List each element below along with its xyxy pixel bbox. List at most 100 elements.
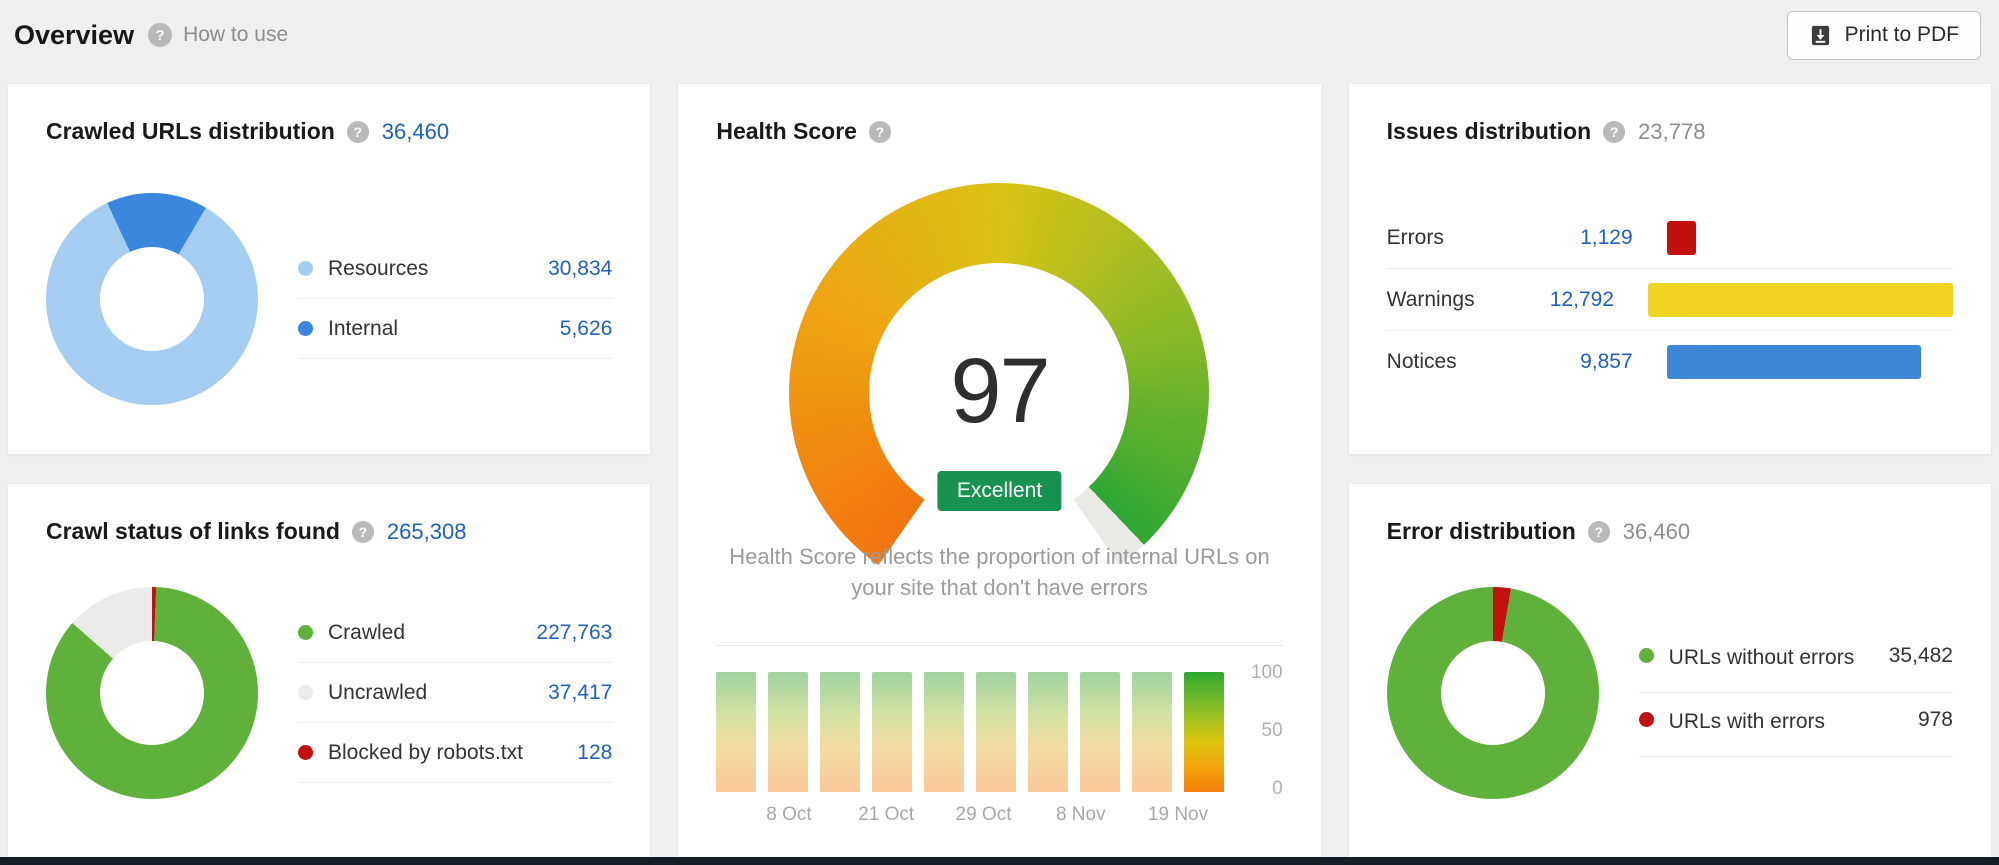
legend-label: Crawled <box>328 620 406 644</box>
trend-x-label: 29 Oct <box>955 804 1012 826</box>
urls-without-errors-dot-icon <box>1638 648 1654 663</box>
crawl-status-legend: Crawled 227,763 Uncrawled 37,417 Blocked… <box>298 603 613 783</box>
print-to-pdf-button[interactable]: Print to PDF <box>1786 10 1981 60</box>
crawled-urls-title: Crawled URLs distribution <box>46 118 335 144</box>
legend-row: Resources 30,834 <box>298 239 613 299</box>
error-distribution-donut-chart <box>1386 587 1599 799</box>
blocked-dot-icon <box>298 745 313 760</box>
divider <box>716 645 1283 647</box>
legend-value[interactable]: 37,417 <box>548 680 613 704</box>
trend-bar <box>872 672 913 793</box>
issue-value[interactable]: 9,857 <box>1580 350 1633 373</box>
trend-bar <box>1184 672 1225 793</box>
trend-x-label: 8 Nov <box>1055 804 1106 826</box>
trend-bar <box>976 672 1017 793</box>
urls-with-errors-dot-icon <box>1638 712 1654 727</box>
issue-value[interactable]: 12,792 <box>1549 287 1614 311</box>
top-bar: Overview ? How to use Print to PDF <box>0 0 1999 70</box>
help-icon[interactable]: ? <box>868 120 891 143</box>
error-distribution-body: URLs without errors 35,482 URLs with err… <box>1386 587 1953 799</box>
trend-x-label: 8 Oct <box>766 804 812 826</box>
legend-value[interactable]: 30,834 <box>548 256 613 280</box>
error-distribution-total: 36,460 <box>1622 518 1691 544</box>
legend-row: Blocked by robots.txt 128 <box>298 723 613 783</box>
legend-label: Blocked by robots.txt <box>328 740 523 764</box>
health-score-value: 97 <box>950 340 1050 442</box>
health-trend-bars <box>716 668 1226 793</box>
issue-value[interactable]: 1,129 <box>1580 225 1633 249</box>
crawl-status-donut-chart <box>46 587 258 799</box>
how-to-use-link[interactable]: How to use <box>183 23 289 46</box>
crawl-status-header: Crawl status of links found ? 265,308 <box>46 518 612 545</box>
error-distribution-card: Error distribution ? 36,460 URLs without… <box>1348 484 1991 857</box>
crawl-status-card: Crawl status of links found ? 265,308 Cr… <box>8 484 651 857</box>
help-icon[interactable]: ? <box>346 120 369 143</box>
crawl-status-title: Crawl status of links found <box>46 518 340 544</box>
warnings-bar <box>1648 282 1953 317</box>
trend-x-label: 21 Oct <box>858 804 915 826</box>
notices-bar <box>1666 345 1921 379</box>
issue-row: Errors 1,129 <box>1386 207 1953 269</box>
legend-row: URLs without errors 35,482 <box>1638 629 1953 693</box>
trend-bar <box>716 672 757 793</box>
health-trend-yaxis: 100 50 0 <box>1227 662 1283 799</box>
print-pdf-icon <box>1809 24 1832 47</box>
issue-row: Notices 9,857 <box>1387 331 1953 393</box>
bottom-bar <box>0 857 1999 865</box>
legend-label: Internal <box>328 316 399 340</box>
crawl-status-total[interactable]: 265,308 <box>386 518 467 544</box>
help-icon[interactable]: ? <box>351 520 374 543</box>
legend-value[interactable]: 227,763 <box>536 620 613 644</box>
error-distribution-title: Error distribution <box>1386 518 1576 544</box>
legend-value[interactable]: 5,626 <box>559 316 613 340</box>
health-score-card: Health Score ? 97 Excellent Health Score… <box>678 84 1321 857</box>
y-axis-label: 0 <box>1272 778 1283 800</box>
help-icon[interactable]: ? <box>148 23 173 47</box>
legend-label: URLs without errors <box>1668 646 1855 669</box>
legend-row: Uncrawled 37,417 <box>298 663 613 723</box>
dashboard-grid: Crawled URLs distribution ? 36,460 Resou… <box>0 84 1999 857</box>
crawled-urls-body: Resources 30,834 Internal 5,626 <box>46 193 613 405</box>
internal-dot-icon <box>298 321 313 336</box>
issues-header: Issues distribution ? 23,778 <box>1387 118 1953 145</box>
legend-row: Crawled 227,763 <box>298 603 613 663</box>
page-title: Overview <box>14 19 135 50</box>
error-distribution-legend: URLs without errors 35,482 URLs with err… <box>1638 629 1953 757</box>
print-to-pdf-label: Print to PDF <box>1844 23 1959 46</box>
trend-bar <box>1080 672 1121 793</box>
health-score-header: Health Score ? <box>716 118 1282 145</box>
health-score-description: Health Score reflects the proportion of … <box>729 544 1270 601</box>
issues-distribution-card: Issues distribution ? 23,778 Errors 1,12… <box>1348 84 1991 454</box>
resources-dot-icon <box>298 261 313 276</box>
health-score-gauge-wrap: 97 Excellent <box>789 183 1210 603</box>
legend-label: Uncrawled <box>328 680 428 704</box>
issue-label: Warnings <box>1386 287 1475 311</box>
left-column: Crawled URLs distribution ? 36,460 Resou… <box>8 84 651 857</box>
issues-title: Issues distribution <box>1386 118 1592 144</box>
errors-bar <box>1666 220 1696 255</box>
help-icon[interactable]: ? <box>1587 520 1610 543</box>
crawled-urls-total[interactable]: 36,460 <box>381 118 450 144</box>
legend-label: Resources <box>328 256 429 280</box>
legend-value[interactable]: 128 <box>577 740 613 764</box>
trend-bar <box>924 672 965 793</box>
legend-row: Internal 5,626 <box>298 299 613 359</box>
error-distribution-header: Error distribution ? 36,460 <box>1387 518 1953 545</box>
uncrawled-dot-icon <box>298 685 313 700</box>
help-icon[interactable]: ? <box>1603 120 1626 143</box>
issue-row: Warnings 12,792 <box>1386 269 1953 331</box>
legend-label: URLs with errors <box>1668 710 1826 733</box>
trend-x-label: 19 Nov <box>1147 804 1209 826</box>
trend-bar <box>1132 672 1173 793</box>
y-axis-label: 50 <box>1261 720 1283 742</box>
crawled-dot-icon <box>298 625 313 640</box>
issue-label: Errors <box>1386 225 1444 249</box>
crawled-urls-card: Crawled URLs distribution ? 36,460 Resou… <box>8 84 651 454</box>
crawled-urls-legend: Resources 30,834 Internal 5,626 <box>298 239 613 359</box>
legend-row: URLs with errors 978 <box>1638 693 1953 757</box>
right-column: Issues distribution ? 23,778 Errors 1,12… <box>1348 84 1991 857</box>
issues-total: 23,778 <box>1638 118 1706 144</box>
issue-label: Notices <box>1386 350 1457 373</box>
health-gauge <box>789 183 1210 603</box>
trend-bar <box>820 672 861 793</box>
